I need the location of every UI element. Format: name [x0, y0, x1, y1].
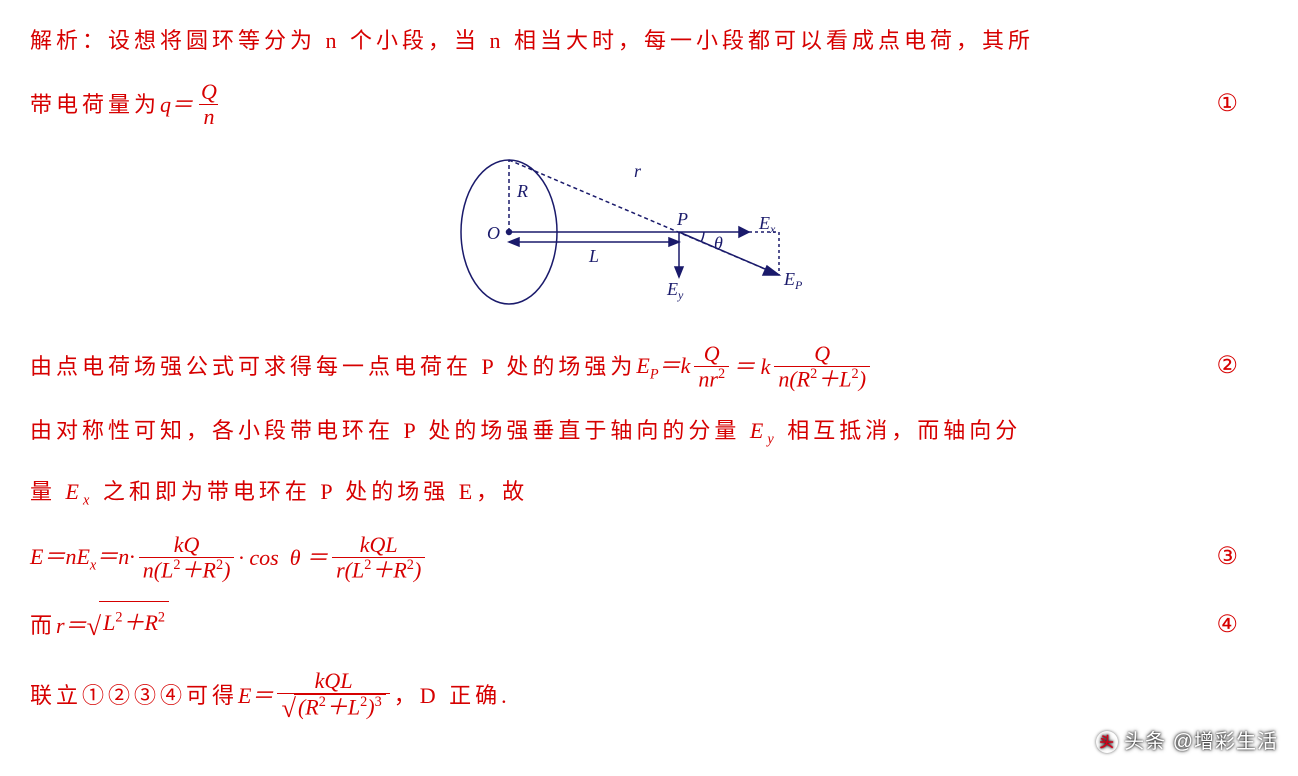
- diagram-svg: O R r L P θ Ex Ey EP: [439, 147, 859, 317]
- numerator: kQL: [311, 669, 357, 693]
- svg-text:Ex: Ex: [758, 213, 776, 236]
- svg-text:EP: EP: [783, 269, 803, 292]
- eq-lhs: r＝: [56, 605, 87, 647]
- numerator: kQ: [170, 533, 204, 557]
- text: 而: [30, 605, 56, 647]
- eq: E＝nEx＝n·: [30, 536, 135, 580]
- numerator: Q: [810, 342, 834, 366]
- fraction: Q n(R2＋L2): [774, 342, 870, 392]
- denominator: r(L2＋R2): [332, 557, 425, 583]
- equation-line-4: 而 r＝ √ L2＋R2 ④: [30, 601, 1268, 651]
- eq: · cos θ ＝: [238, 537, 328, 579]
- eq-lhs: E＝: [238, 675, 273, 717]
- svg-text:O: O: [487, 223, 500, 243]
- denominator: nr2: [694, 366, 729, 392]
- fraction: Q n: [197, 80, 221, 129]
- eq-marker-3: ③: [1216, 535, 1268, 581]
- eq-marker-1: ①: [1216, 82, 1268, 128]
- svg-text:Ey: Ey: [666, 279, 684, 302]
- paragraph-line: 量 Ex 之和即为带电环在 P 处的场强 E，故: [30, 471, 1268, 515]
- svg-text:L: L: [588, 246, 599, 266]
- equation-line-final: 联立①②③④可得 E＝ kQL √ (R2＋L2)3 ，D 正确.: [30, 669, 1268, 723]
- eq-mid: ＝ k: [733, 346, 770, 388]
- paragraph-line: 由对称性可知，各小段带电环在 P 处的场强垂直于轴向的分量 Ey 相互抵消，而轴…: [30, 410, 1268, 454]
- watermark: 头 头条 @增彩生活: [1096, 723, 1278, 761]
- fraction: kQL √ (R2＋L2)3: [277, 669, 389, 723]
- fraction: kQ n(L2＋R2): [139, 533, 235, 583]
- equation-line-2: 由点电荷场强公式可求得每一点电荷在 P 处的场强为 EP＝k Q nr2 ＝ k…: [30, 342, 1268, 392]
- watermark-icon: 头: [1096, 731, 1118, 753]
- numerator: kQL: [356, 533, 402, 557]
- denominator: √ (R2＋L2)3: [277, 693, 389, 723]
- text: ，D 正确.: [394, 675, 511, 717]
- text: 由点电荷场强公式可求得每一点电荷在 P 处的场强为: [30, 346, 636, 388]
- eq-lhs: q＝: [160, 84, 193, 126]
- svg-text:θ: θ: [714, 233, 723, 253]
- denominator: n: [199, 104, 218, 129]
- text: 带电荷量为: [30, 84, 160, 126]
- eq-marker-2: ②: [1216, 344, 1268, 390]
- svg-text:R: R: [516, 181, 528, 201]
- text: 由对称性可知，各小段带电环在 P 处的场强垂直于轴向的分量 Ey 相互抵消，而轴…: [30, 410, 1021, 454]
- fraction: kQL r(L2＋R2): [332, 533, 425, 583]
- text: 量 Ex 之和即为带电环在 P 处的场强 E，故: [30, 471, 528, 515]
- sqrt: √ (R2＋L2)3: [281, 694, 385, 723]
- text: 联立①②③④可得: [30, 675, 238, 717]
- ring-diagram: O R r L P θ Ex Ey EP: [30, 147, 1268, 317]
- sqrt: √ L2＋R2: [87, 601, 170, 651]
- svg-text:P: P: [676, 209, 688, 229]
- numerator: Q: [700, 342, 724, 366]
- watermark-text: 头条 @增彩生活: [1124, 723, 1278, 761]
- equation-line-3: E＝nEx＝n· kQ n(L2＋R2) · cos θ ＝ kQL r(L2＋…: [30, 533, 1268, 583]
- numerator: Q: [197, 80, 221, 104]
- paragraph-line: 解析：设想将圆环等分为 n 个小段，当 n 相当大时，每一小段都可以看成点电荷，…: [30, 20, 1268, 62]
- radicand: (R2＋L2)3: [294, 694, 386, 723]
- radicand: L2＋R2: [99, 601, 169, 651]
- eq-marker-4: ④: [1216, 603, 1268, 649]
- eq: EP＝k: [636, 345, 690, 389]
- equation-line-1: 带电荷量为 q＝ Q n ①: [30, 80, 1268, 129]
- text: 解析：设想将圆环等分为 n 个小段，当 n 相当大时，每一小段都可以看成点电荷，…: [30, 20, 1034, 62]
- svg-text:r: r: [634, 161, 642, 181]
- denominator: n(L2＋R2): [139, 557, 235, 583]
- denominator: n(R2＋L2): [774, 366, 870, 392]
- fraction: Q nr2: [694, 342, 729, 392]
